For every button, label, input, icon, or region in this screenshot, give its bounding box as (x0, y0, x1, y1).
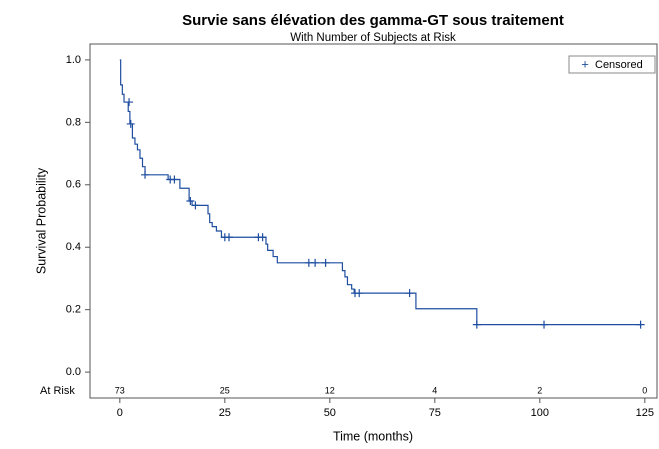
y-tick-label: 1.0 (66, 54, 81, 66)
legend (568, 55, 656, 74)
x-tick-label: 75 (429, 407, 441, 419)
censor-mark (126, 119, 135, 128)
x-tick-label: 100 (531, 407, 549, 419)
censor-mark (170, 175, 179, 184)
legend-label: Censored (595, 59, 643, 71)
censor-mark (636, 320, 645, 329)
censor-mark (472, 320, 481, 329)
y-tick-label: 0.0 (66, 366, 81, 378)
censor-mark (191, 201, 200, 210)
chart-title: Survie sans élévation des gamma-GT sous … (182, 12, 564, 29)
x-tick-label: 25 (219, 407, 231, 419)
censor-mark (258, 233, 267, 242)
x-tick-label: 0 (117, 407, 123, 419)
x-tick-label: 125 (636, 407, 654, 419)
censor-mark (311, 258, 320, 267)
y-tick-label: 0.6 (66, 179, 81, 191)
censor-mark (141, 170, 150, 179)
censor-mark (186, 197, 195, 206)
at-risk-value: 25 (220, 385, 230, 395)
chart-subtitle: With Number of Subjects at Risk (290, 32, 456, 44)
y-axis-label: Survival Probability (34, 167, 48, 274)
at-risk-label: At Risk (40, 385, 75, 397)
censor-mark (540, 320, 549, 329)
at-risk-value: 4 (432, 385, 437, 395)
y-tick-label: 0.8 (66, 116, 81, 128)
x-axis-label: Time (months) (333, 429, 413, 443)
x-tick-label: 50 (324, 407, 336, 419)
at-risk-value: 2 (537, 385, 542, 395)
y-tick-label: 0.4 (66, 241, 81, 253)
censor-mark (225, 233, 234, 242)
at-risk-value: 73 (115, 385, 125, 395)
plot-frame (89, 43, 658, 399)
legend-symbol: + (581, 56, 589, 71)
censor-mark (405, 289, 414, 298)
y-tick-label: 0.2 (66, 304, 81, 316)
censor-mark (125, 98, 134, 107)
censor-mark (321, 258, 330, 267)
at-risk-value: 12 (325, 385, 335, 395)
at-risk-value: 0 (642, 385, 647, 395)
censor-mark (355, 289, 364, 298)
